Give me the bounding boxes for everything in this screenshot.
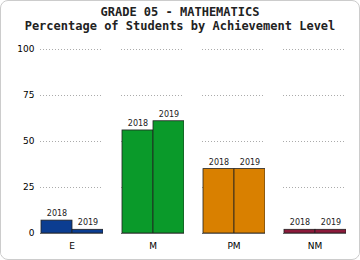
svg-text:2019: 2019 [240, 158, 260, 167]
svg-text:2019: 2019 [159, 110, 179, 119]
svg-text:2018: 2018 [290, 218, 310, 227]
svg-text:100: 100 [17, 44, 34, 54]
svg-text:0: 0 [29, 228, 35, 238]
svg-text:2018: 2018 [47, 209, 67, 218]
svg-text:NM: NM [308, 241, 323, 251]
html-text:GRADE 05 - MATHEMATICS: GRADE 05 - MATHEMATICS [100, 5, 260, 19]
svg-text:75: 75 [23, 90, 34, 100]
svg-text:M: M [149, 241, 157, 251]
svg-text:50: 50 [23, 136, 35, 146]
html-text:Percentage of Students by Achi: Percentage of Students by Achievement Le… [24, 19, 336, 33]
svg-text:2019: 2019 [78, 218, 98, 227]
svg-text:2018: 2018 [128, 119, 148, 128]
svg-text:PM: PM [227, 241, 240, 251]
svg-text:2018: 2018 [209, 158, 229, 167]
svg-text:E: E [69, 241, 75, 251]
svg-text:25: 25 [23, 182, 34, 192]
svg-text:2019: 2019 [321, 218, 341, 227]
